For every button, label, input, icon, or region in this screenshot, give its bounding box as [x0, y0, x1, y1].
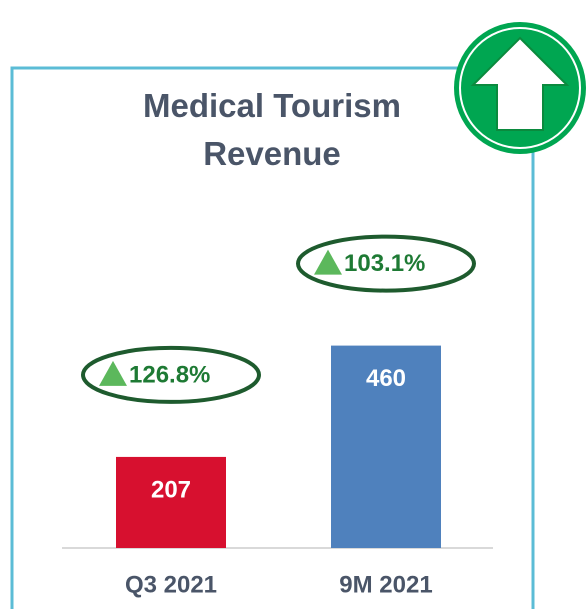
panel-border [10, 66, 535, 609]
badge-ring [459, 27, 581, 149]
annotation-label: 126.8% [129, 361, 210, 388]
bar [116, 456, 226, 548]
x-tick-label: Q3 2021 [125, 571, 217, 598]
value-label: 207 [151, 476, 191, 503]
value-label: 460 [366, 365, 406, 392]
up-arrow [470, 36, 570, 131]
bar [331, 345, 441, 548]
chart-title: Medical Tourism Revenue [143, 87, 401, 172]
annotation-label: 103.1% [344, 250, 425, 277]
annotation-triangle [99, 360, 127, 386]
annotation-triangle [314, 249, 342, 275]
annotation-ellipse [296, 234, 476, 293]
annotation-ellipse [81, 345, 261, 404]
x-tick-label: 9M 2021 [339, 571, 432, 598]
